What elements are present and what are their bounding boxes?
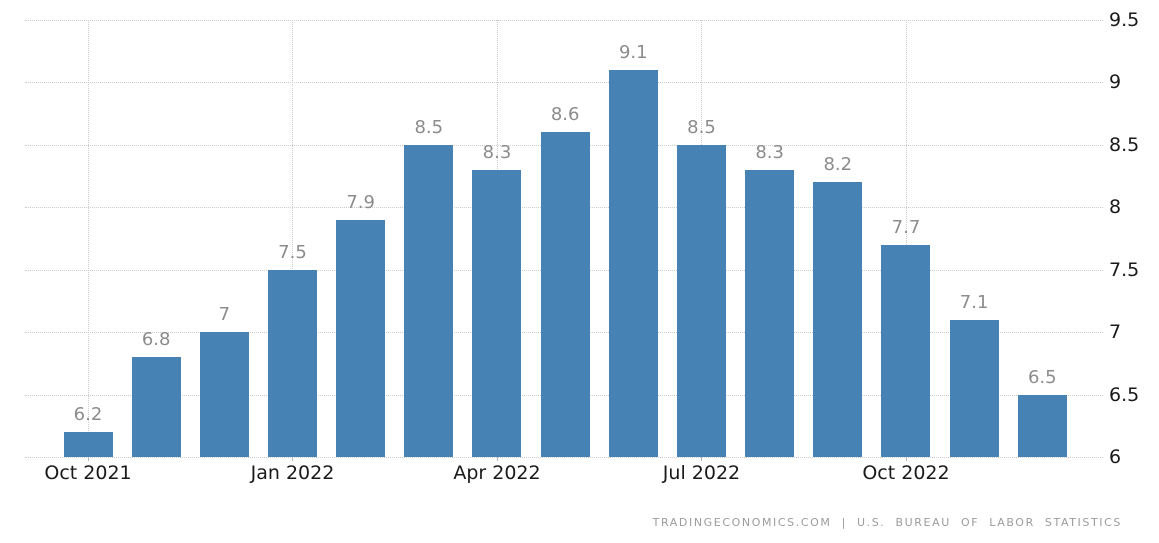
bar-feb-2022[interactable]	[336, 219, 386, 457]
bar-value-label: 7.7	[891, 216, 921, 238]
bar-jan-2022[interactable]	[267, 269, 317, 457]
bar-dec-2021[interactable]	[199, 332, 249, 457]
x-axis-tick	[88, 457, 89, 461]
bar-value-label: 8.5	[687, 116, 716, 138]
gridline-vertical	[905, 20, 907, 457]
bar-sep-2022[interactable]	[813, 182, 863, 457]
x-axis-tick-label: Oct 2021	[44, 462, 132, 484]
bar-value-label: 9.1	[618, 41, 648, 63]
bar-value-label: 8.6	[550, 104, 580, 126]
bar-value-label: 6.8	[141, 329, 171, 351]
x-axis-tick-label: Apr 2022	[453, 462, 541, 484]
bar-value-label: 6.2	[73, 404, 103, 426]
x-axis-tick-label: Oct 2022	[862, 462, 950, 484]
bar-oct-2021[interactable]	[63, 432, 113, 457]
y-axis-tick-label: 7	[1109, 321, 1122, 344]
y-axis-tick-label: 6	[1109, 446, 1122, 468]
bar-dec-2022[interactable]	[1017, 394, 1067, 457]
gridline-vertical	[292, 20, 294, 457]
bar-jun-2022[interactable]	[608, 69, 658, 457]
bar-value-label: 7.1	[959, 291, 989, 313]
y-axis-tick-label: 8	[1109, 196, 1122, 219]
bar-value-label: 8.5	[414, 116, 444, 138]
y-axis-tick-label: 8.5	[1109, 133, 1140, 156]
y-axis-tick-label: 6.5	[1109, 383, 1140, 406]
gridline-horizontal	[25, 82, 1103, 84]
gridline-vertical	[88, 20, 89, 457]
bar-nov-2022[interactable]	[949, 319, 999, 457]
gridline-horizontal	[25, 20, 1103, 21]
x-axis-tick-label: Jul 2022	[662, 462, 741, 484]
bar-apr-2022[interactable]	[472, 169, 522, 457]
y-axis-tick-label: 9.5	[1109, 9, 1140, 31]
x-axis-tick	[292, 457, 294, 461]
x-axis-tick-label: Jan 2022	[250, 462, 335, 484]
x-axis-tick	[496, 457, 498, 461]
bar-aug-2022[interactable]	[745, 169, 795, 457]
bar-jul-2022[interactable]	[676, 144, 726, 457]
bar-value-label: 7.5	[278, 241, 307, 263]
bar-value-label: 6.5	[1027, 366, 1057, 388]
bar-value-label: 8.3	[755, 141, 784, 163]
bar-value-label: 8.3	[482, 141, 512, 163]
x-axis-tick	[701, 457, 703, 461]
bar-mar-2022[interactable]	[404, 144, 454, 457]
source-attribution: TRADINGECONOMICS.COM | U.S. BUREAU OF LA…	[652, 516, 1122, 529]
bar-value-label: 7	[218, 304, 231, 326]
y-axis-tick-label: 7.5	[1109, 258, 1140, 281]
bar-nov-2021[interactable]	[131, 357, 181, 457]
bar-may-2022[interactable]	[540, 132, 590, 457]
bar-oct-2022[interactable]	[881, 244, 931, 457]
bar-value-label: 7.9	[346, 191, 375, 213]
gridline-horizontal	[25, 457, 1103, 458]
bar-value-label: 8.2	[823, 154, 853, 176]
x-axis-tick	[905, 457, 907, 461]
y-axis-tick-label: 9	[1109, 71, 1122, 94]
plot-area: 6.2 6.8 7 7.5 7.9 8.5 8.3 8.6 9.1 8.5 8.3 8.2 7.7 7.1…	[25, 20, 1103, 461]
